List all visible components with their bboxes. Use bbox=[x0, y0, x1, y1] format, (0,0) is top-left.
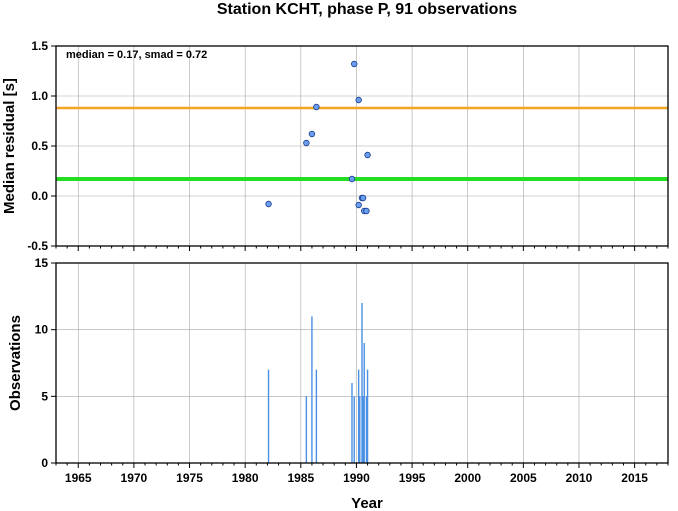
residual-point bbox=[355, 96, 362, 104]
x-tick-label: 1985 bbox=[287, 471, 314, 485]
observations-y-ticks: 15 10 5 0 bbox=[35, 256, 56, 470]
annotation-median-smad: median = 0.17, smad = 0.72 bbox=[66, 49, 207, 61]
observations-y-tick-label: 5 bbox=[41, 389, 48, 403]
residual-point bbox=[308, 130, 316, 138]
residual-point bbox=[265, 200, 272, 208]
x-tick-label: 2015 bbox=[621, 471, 648, 485]
residual-y-tick-label: -0.5 bbox=[27, 239, 48, 253]
observations-bars bbox=[267, 303, 369, 463]
x-tick-label: 2005 bbox=[510, 471, 537, 485]
observations-x-ticks: 1965 1970 1975 1980 1985 1990 1995 2000 2005 2010… bbox=[55, 463, 669, 485]
residual-y-tick-label: 0.5 bbox=[31, 139, 48, 153]
residual-grid bbox=[56, 45, 668, 247]
x-tick-label: 1980 bbox=[232, 471, 259, 485]
x-tick-label: 1995 bbox=[399, 471, 426, 485]
observations-panel: 15 10 5 0 1965 1970 1975 1980 1985 1990 1995 2000 2… bbox=[7, 256, 669, 511]
residual-y-tick-label: 1.5 bbox=[31, 39, 48, 53]
x-axis-label: Year bbox=[351, 495, 383, 511]
residual-y-ticks: 1.5 1.0 0.5 0.0 -0.5 bbox=[27, 39, 56, 253]
x-tick-label: 1990 bbox=[343, 471, 370, 485]
residual-panel: 1.5 1.0 0.5 0.0 -0.5 median = 0.17, smad = 0… bbox=[1, 39, 669, 253]
residual-point bbox=[351, 60, 358, 68]
residual-point bbox=[364, 151, 371, 159]
observations-y-tick-label: 0 bbox=[41, 456, 48, 470]
observations-y-tick-label: 10 bbox=[35, 323, 49, 337]
x-tick-label: 2000 bbox=[454, 471, 481, 485]
observations-y-tick-label: 15 bbox=[35, 256, 49, 270]
residual-point bbox=[355, 201, 362, 209]
residual-points bbox=[265, 60, 371, 215]
residual-point bbox=[363, 207, 370, 215]
observations-y-axis-label: Observations bbox=[7, 315, 24, 411]
residual-y-tick-label: 0.0 bbox=[31, 189, 48, 203]
residual-y-tick-label: 1.0 bbox=[31, 89, 48, 103]
residual-point bbox=[348, 175, 356, 183]
residual-point bbox=[359, 194, 367, 202]
residual-x-ticks bbox=[55, 246, 669, 251]
residual-reference-lines bbox=[56, 106, 668, 181]
x-tick-label: 1965 bbox=[65, 471, 92, 485]
x-tick-label: 2010 bbox=[566, 471, 593, 485]
x-tick-label: 1975 bbox=[176, 471, 203, 485]
observations-plot-frame bbox=[55, 262, 669, 464]
residual-y-axis-label: Median residual [s] bbox=[1, 78, 18, 214]
residual-point bbox=[303, 139, 310, 147]
x-tick-label: 1970 bbox=[121, 471, 148, 485]
chart-title: Station KCHT, phase P, 91 observations bbox=[217, 1, 517, 18]
residual-point bbox=[313, 103, 320, 111]
